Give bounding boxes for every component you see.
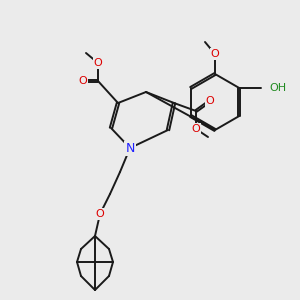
- Text: O: O: [96, 209, 104, 219]
- Text: O: O: [192, 124, 200, 134]
- Text: O: O: [206, 96, 214, 106]
- Text: O: O: [211, 49, 219, 59]
- Text: O: O: [79, 76, 87, 86]
- Text: O: O: [192, 124, 200, 134]
- Text: O: O: [206, 96, 214, 106]
- Text: O: O: [94, 58, 102, 68]
- Text: O: O: [96, 209, 104, 219]
- Text: N: N: [125, 142, 135, 154]
- Text: OH: OH: [269, 83, 286, 93]
- Text: O: O: [211, 49, 219, 59]
- Text: O: O: [79, 76, 87, 86]
- Text: O: O: [94, 58, 102, 68]
- Text: N: N: [125, 142, 135, 154]
- Text: OH: OH: [269, 83, 286, 93]
